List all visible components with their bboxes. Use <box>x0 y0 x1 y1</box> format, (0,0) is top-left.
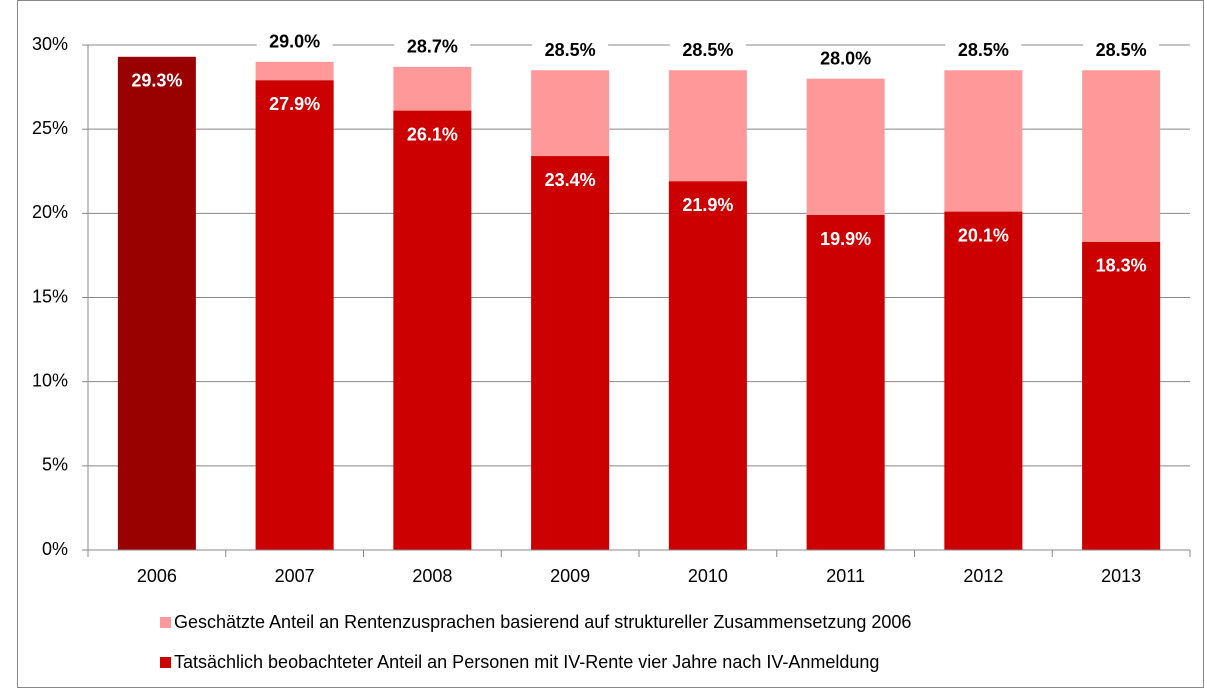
legend-label: Tatsächlich beobachteter Anteil an Perso… <box>174 652 879 672</box>
value-label: 28.7% <box>407 37 458 57</box>
y-tick-label: 5% <box>42 455 68 475</box>
bar <box>255 80 334 550</box>
label-bg <box>256 31 333 54</box>
bar <box>393 110 472 551</box>
bar <box>1082 241 1161 550</box>
value-label: 28.5% <box>682 40 733 60</box>
value-label: 26.1% <box>407 124 458 144</box>
bar <box>668 181 747 550</box>
legend-swatch <box>160 617 171 628</box>
legend-swatch <box>160 657 171 668</box>
y-tick-label: 20% <box>32 202 68 222</box>
y-tick-label: 15% <box>32 286 68 306</box>
y-tick-label: 0% <box>42 539 68 559</box>
bar <box>944 211 1023 550</box>
value-label: 29.3% <box>131 71 182 91</box>
value-label: 28.5% <box>1096 40 1147 60</box>
y-tick-label: 30% <box>32 34 68 54</box>
y-tick-label: 10% <box>32 370 68 390</box>
label-bg <box>394 36 471 59</box>
x-tick-label: 2011 <box>826 566 865 586</box>
bar <box>531 156 610 550</box>
label-bg <box>807 48 884 71</box>
x-tick-label: 2010 <box>688 566 728 586</box>
bar <box>806 215 885 550</box>
label-bg <box>945 40 1022 63</box>
x-tick-label: 2006 <box>137 566 177 586</box>
value-label: 28.5% <box>545 40 596 60</box>
value-label: 18.3% <box>1096 256 1147 276</box>
value-label: 29.0% <box>269 32 320 52</box>
x-tick-label: 2013 <box>1101 566 1141 586</box>
x-tick-label: 2012 <box>963 566 1003 586</box>
x-tick-label: 2009 <box>550 566 590 586</box>
value-label: 19.9% <box>820 229 871 249</box>
label-bg <box>669 40 746 63</box>
y-tick-label: 25% <box>32 118 68 138</box>
value-label: 21.9% <box>682 195 733 215</box>
value-label: 28.0% <box>820 48 871 68</box>
label-bg <box>1083 40 1160 63</box>
label-bg <box>532 40 609 63</box>
value-label: 27.9% <box>269 94 320 114</box>
x-tick-label: 2008 <box>412 566 452 586</box>
value-label: 28.5% <box>958 40 1009 60</box>
value-label: 23.4% <box>545 170 596 190</box>
x-tick-label: 2007 <box>275 566 315 586</box>
legend-label: Geschätzte Anteil an Rentenzusprachen ba… <box>174 612 911 632</box>
value-label: 20.1% <box>958 225 1009 245</box>
bar <box>117 56 196 551</box>
